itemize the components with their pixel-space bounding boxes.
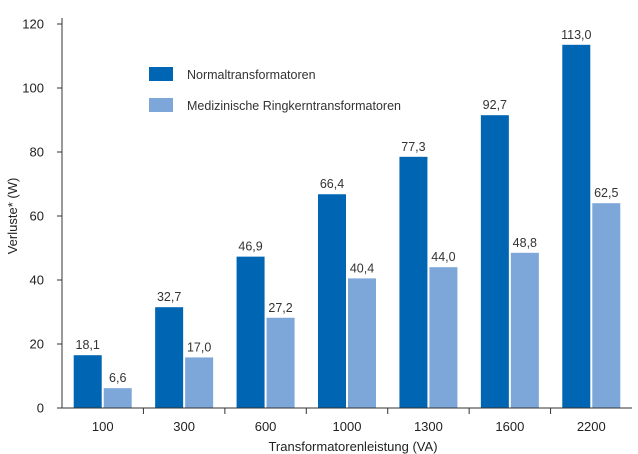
data-label: 92,7 <box>483 98 507 112</box>
data-label: 40,4 <box>350 261 374 275</box>
y-tick-label: 120 <box>22 17 44 32</box>
data-label: 17,0 <box>187 340 211 354</box>
legend-label-normaltransformatoren: Normaltransformatoren <box>187 68 316 82</box>
y-tick-label: 100 <box>22 81 44 96</box>
bar-ringkern-600 <box>266 317 295 408</box>
data-label: 62,5 <box>594 186 618 200</box>
bar-ringkern-1600 <box>510 252 539 408</box>
bar-normal-1600 <box>480 115 509 408</box>
y-tick-label: 40 <box>30 273 44 288</box>
data-labels-layer: 18,1 6,6 32,7 17,0 46,9 27,2 66,4 40,4 77,3 44,0 9… <box>76 28 619 385</box>
data-label: 48,8 <box>513 236 537 250</box>
bar-ringkern-100 <box>103 388 132 408</box>
bar-normal-100 <box>73 355 102 408</box>
data-label: 27,2 <box>268 301 292 315</box>
legend-swatch-ringkern <box>149 98 173 112</box>
x-tick-label: 600 <box>255 419 277 434</box>
x-tick-label: 300 <box>173 419 195 434</box>
legend: Normaltransformatoren Medizinische Ringk… <box>149 67 401 113</box>
x-tick-label: 1300 <box>414 419 443 434</box>
data-label: 77,3 <box>401 140 425 154</box>
x-tick-label: 100 <box>92 419 114 434</box>
x-ticks: 100 300 600 1000 1300 1600 2200 <box>92 408 606 434</box>
legend-label-ringkern: Medizinische Ringkerntransformatoren <box>187 99 401 113</box>
bar-ringkern-1300 <box>429 267 458 408</box>
axes-layer <box>61 18 632 409</box>
legend-swatch-normaltransformatoren <box>149 67 173 81</box>
data-label: 44,0 <box>431 250 455 264</box>
bar-ringkern-2200 <box>592 203 621 408</box>
bar-ringkern-300 <box>185 357 214 408</box>
bars-layer <box>73 44 621 409</box>
y-tick-label: 80 <box>30 145 44 160</box>
data-label: 66,4 <box>320 177 344 191</box>
bar-normal-1000 <box>318 194 346 408</box>
bar-normal-300 <box>155 307 184 408</box>
y-axis-title: Verluste* (W) <box>5 178 20 255</box>
y-tick-label: 60 <box>30 209 44 224</box>
bar-normal-2200 <box>562 44 591 409</box>
data-label: 113,0 <box>561 28 591 42</box>
x-axis-title: Transformatorenleistung (VA) <box>268 439 437 454</box>
bar-ringkern-1000 <box>348 278 376 408</box>
bar-normal-1300 <box>399 156 428 408</box>
data-label: 46,9 <box>238 240 262 254</box>
data-label: 32,7 <box>157 290 181 304</box>
x-tick-label: 1600 <box>495 419 524 434</box>
bar-normal-600 <box>236 256 265 408</box>
data-label: 6,6 <box>109 371 126 385</box>
y-tick-label: 20 <box>30 337 44 352</box>
y-ticks: 0 20 40 60 80 100 120 <box>22 17 62 416</box>
y-tick-label: 0 <box>37 401 44 416</box>
x-tick-label: 1000 <box>333 419 362 434</box>
data-label: 18,1 <box>76 338 100 352</box>
x-tick-label: 2200 <box>577 419 606 434</box>
